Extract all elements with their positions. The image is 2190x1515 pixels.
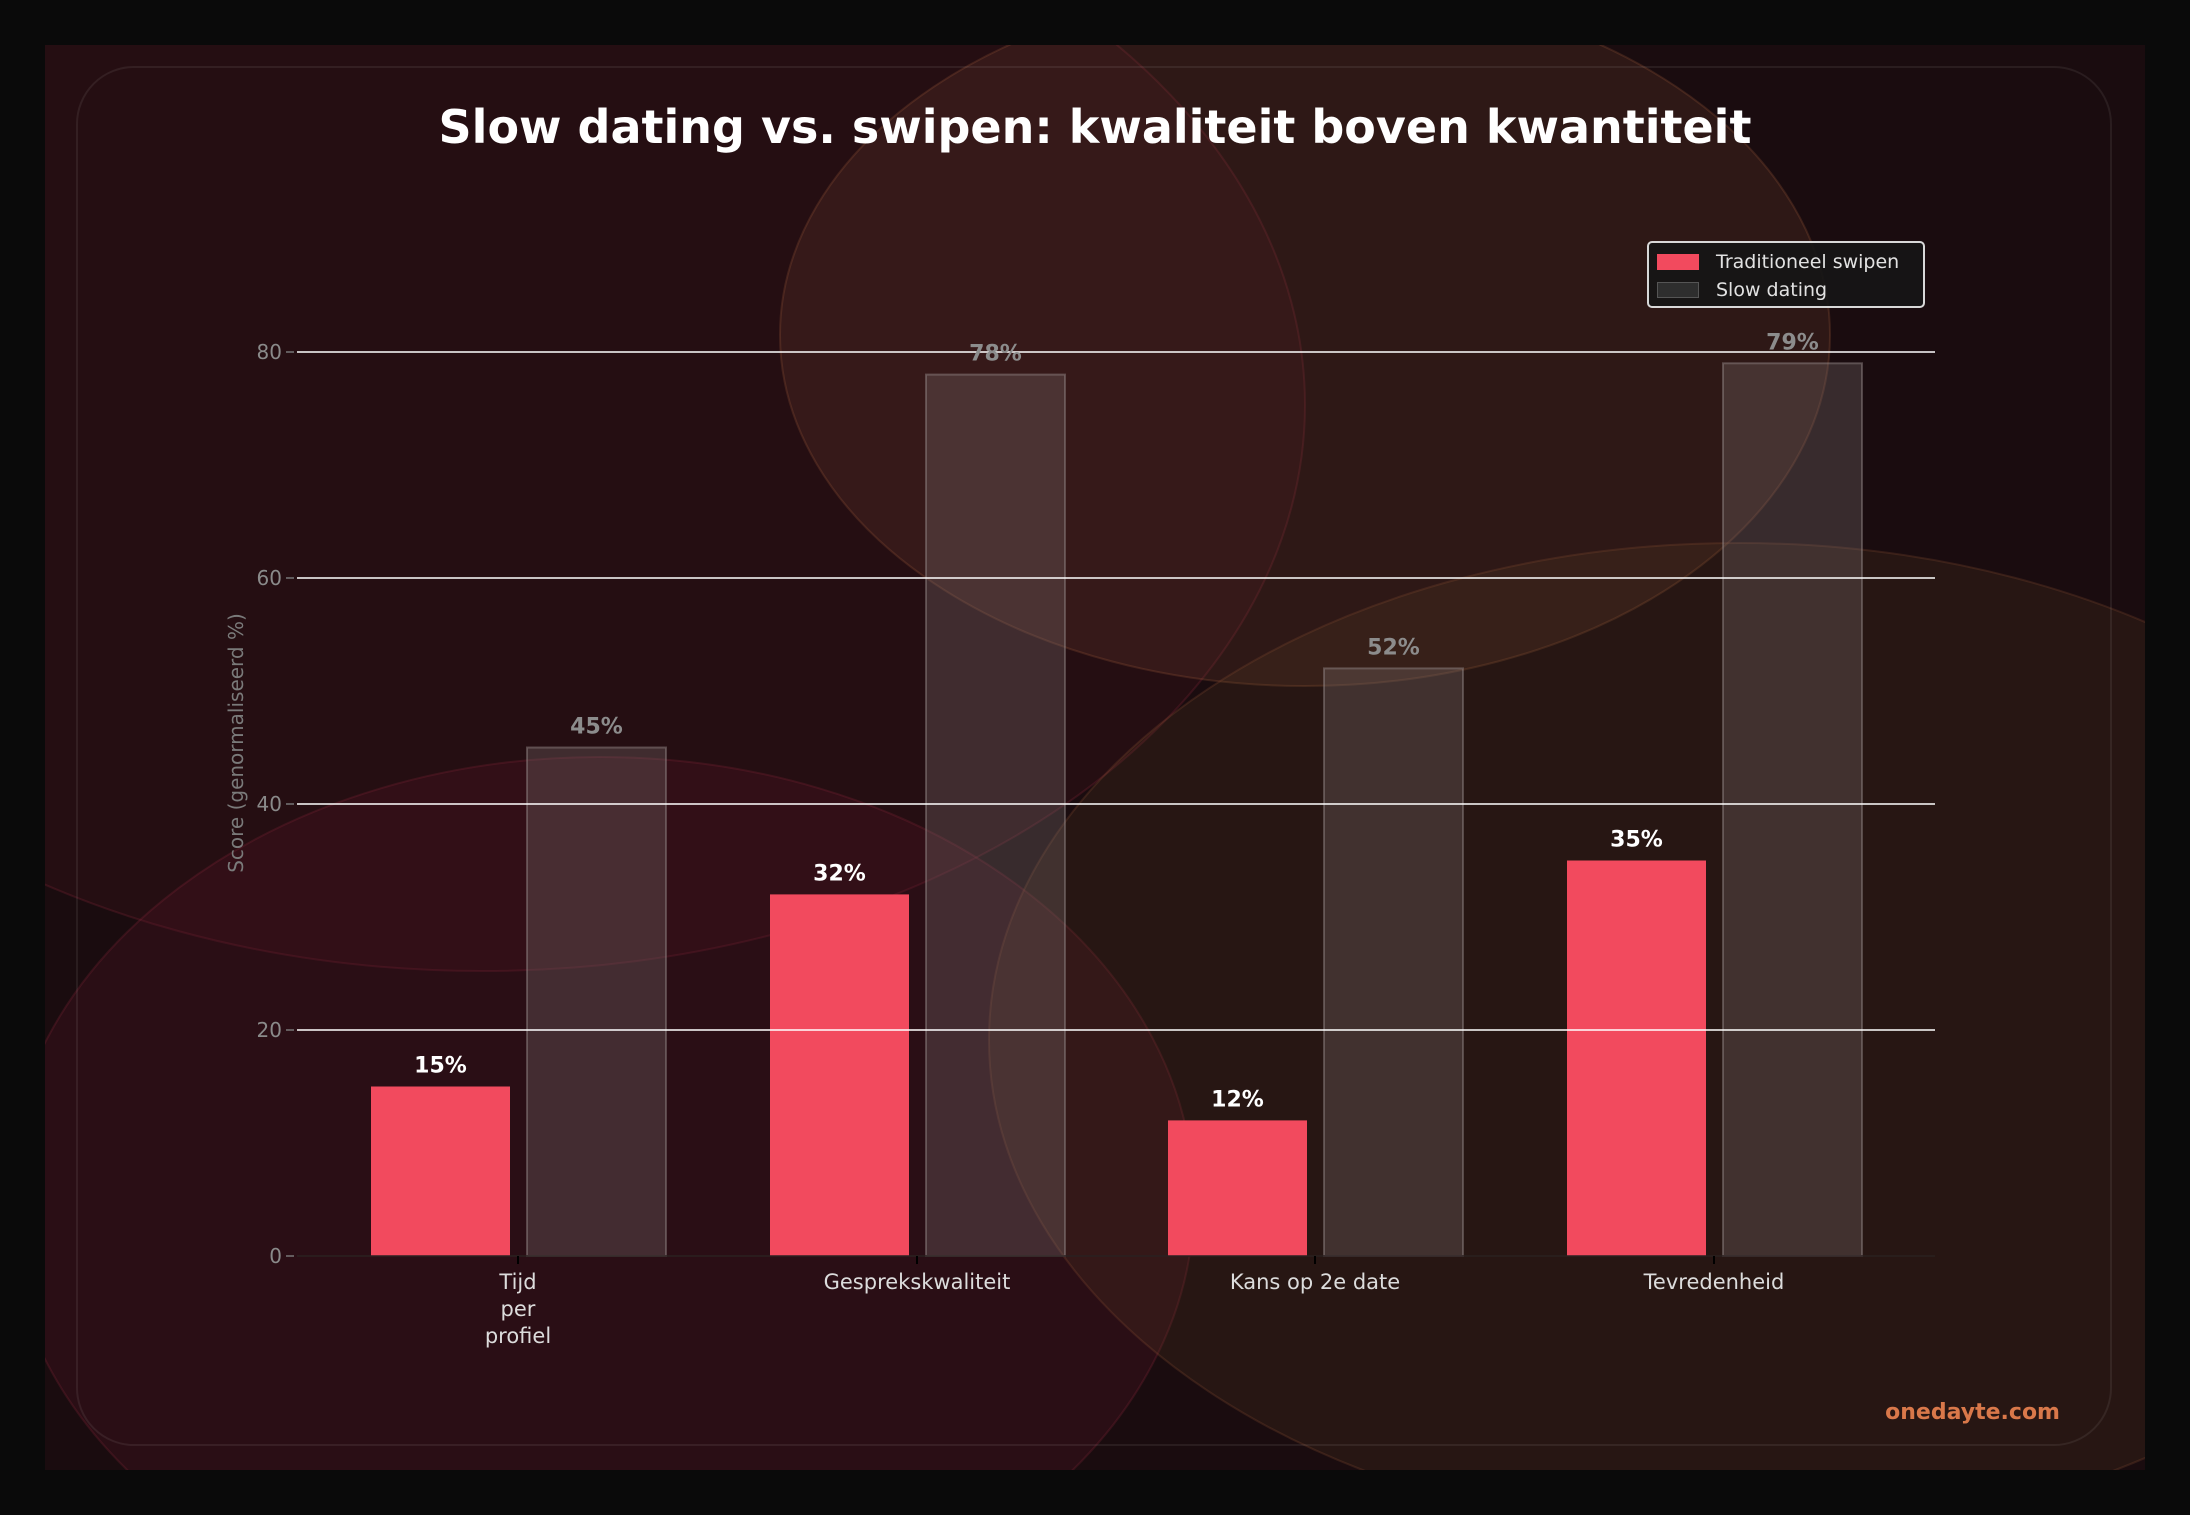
bar-swipen xyxy=(1168,1120,1307,1256)
y-tick-label: 20 xyxy=(257,1018,282,1042)
legend-swatch-swipen xyxy=(1657,254,1699,270)
value-label-slow-dating: 78% xyxy=(969,342,1022,367)
legend-item-swipen: Traditioneel swipen xyxy=(1657,251,1899,273)
x-tick-label: Tijd xyxy=(498,1270,536,1294)
y-tick-label: 60 xyxy=(257,566,282,590)
background-blobs xyxy=(45,45,2145,1470)
value-label-slow-dating: 45% xyxy=(570,715,623,740)
x-tick-label: per xyxy=(501,1297,536,1321)
value-label-slow-dating: 52% xyxy=(1367,635,1420,660)
value-label-swipen: 12% xyxy=(1211,1087,1264,1112)
x-tick-label: Kans op 2e date xyxy=(1230,1270,1400,1294)
legend-swatch-slow xyxy=(1657,282,1699,298)
bar-slow-dating xyxy=(526,746,667,1257)
chart-card xyxy=(76,66,2112,1446)
watermark: onedayte.com xyxy=(1885,1400,2060,1425)
x-tick-label: Tevredenheid xyxy=(1643,1270,1785,1294)
bar-slow-dating xyxy=(925,373,1066,1258)
x-tick-label: Gesprekskwaliteit xyxy=(824,1270,1011,1294)
legend-label-swipen: Traditioneel swipen xyxy=(1716,251,1900,273)
y-tick-label: 0 xyxy=(269,1244,282,1268)
x-tick-label: profiel xyxy=(485,1324,551,1348)
legend-item-slow: Slow dating xyxy=(1657,279,1827,301)
bar-swipen xyxy=(1567,860,1706,1256)
value-label-slow-dating: 79% xyxy=(1766,330,1819,355)
chart-title: Slow dating vs. swipen: kwaliteit boven … xyxy=(438,100,1752,154)
y-axis-label: Score (genormaliseerd %) xyxy=(224,613,248,873)
legend-label-slow: Slow dating xyxy=(1716,279,1828,301)
y-tick-label: 80 xyxy=(257,340,282,364)
value-label-swipen: 32% xyxy=(813,861,866,886)
y-tick-label: 40 xyxy=(257,792,282,816)
bar-swipen xyxy=(770,894,909,1256)
value-label-swipen: 15% xyxy=(414,1054,467,1079)
bar-slow-dating xyxy=(1323,667,1464,1257)
bar-swipen xyxy=(371,1086,510,1256)
bar-slow-dating xyxy=(1722,362,1863,1257)
legend: Traditioneel swipen Slow dating xyxy=(1647,241,1925,308)
value-label-swipen: 35% xyxy=(1610,828,1663,853)
